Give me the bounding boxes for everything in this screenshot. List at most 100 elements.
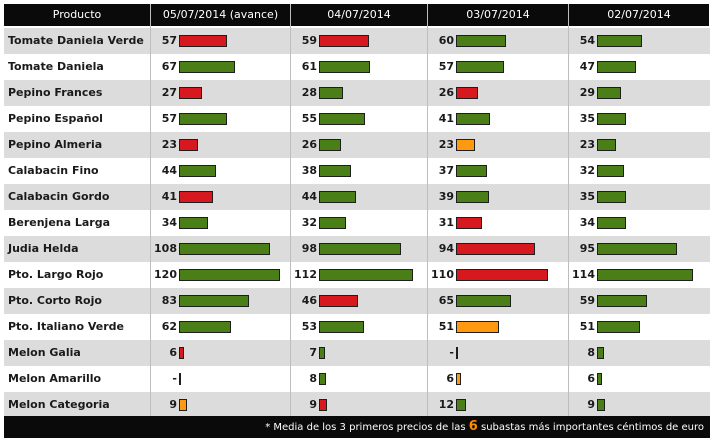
price-bar: [456, 87, 478, 99]
price-bar: [597, 165, 624, 177]
price-value: 114: [572, 268, 595, 281]
price-value: 53: [301, 320, 317, 333]
price-value: 39: [438, 190, 454, 203]
product-name: Pepino Frances: [8, 86, 103, 99]
price-value: 26: [438, 86, 454, 99]
price-value: 23: [161, 138, 177, 151]
price-bar: [597, 191, 626, 203]
price-bar: [179, 295, 249, 307]
price-value: 44: [301, 190, 317, 203]
price-value: 98: [301, 242, 317, 255]
price-bar: [319, 269, 413, 281]
price-bar: [179, 269, 280, 281]
price-bar: [456, 191, 489, 203]
price-bar: [319, 35, 369, 47]
price-value: 34: [161, 216, 177, 229]
product-name: Melon Galia: [8, 346, 81, 359]
price-value: 31: [438, 216, 454, 229]
price-bar: [597, 399, 605, 411]
price-value: 12: [438, 398, 454, 411]
price-value: 46: [301, 294, 317, 307]
product-name: Tomate Daniela: [8, 60, 104, 73]
table-row: Calabacin Fino 44 38 37 32: [4, 158, 710, 184]
table-row: Pto. Italiano Verde 62 53 51 51: [4, 314, 710, 340]
table-row: Melon Amarillo - 8 6 6: [4, 366, 710, 392]
header-date-3: 03/07/2014: [428, 4, 569, 26]
price-value: 108: [154, 242, 177, 255]
table-row: Pepino Almeria 23 26 23 23: [4, 132, 710, 158]
price-value: 8: [309, 372, 317, 385]
product-name: Pto. Italiano Verde: [8, 320, 124, 333]
price-bar: [319, 295, 358, 307]
price-value: 6: [169, 346, 177, 359]
table-row: Judia Helda 108 98 94 95: [4, 236, 710, 262]
price-value: 6: [446, 372, 454, 385]
header-date-4: 02/07/2014: [569, 4, 710, 26]
product-name: Pepino Español: [8, 112, 103, 125]
price-value: 54: [579, 34, 595, 47]
price-value: 112: [294, 268, 317, 281]
price-value: 7: [309, 346, 317, 359]
price-bar: [456, 165, 487, 177]
footer-highlight: 6: [468, 419, 478, 434]
price-value: 61: [301, 60, 317, 73]
price-value: 9: [309, 398, 317, 411]
price-bar: [456, 295, 511, 307]
price-value: 51: [579, 320, 595, 333]
price-bar: [319, 191, 356, 203]
product-name: Calabacin Gordo: [8, 190, 110, 203]
price-bar: [179, 243, 270, 255]
product-name: Pto. Largo Rojo: [8, 268, 104, 281]
price-bar: [597, 61, 636, 73]
price-bar: [319, 87, 343, 99]
header-date-1: 05/07/2014 (avance): [151, 4, 291, 26]
price-bar: [456, 347, 458, 359]
product-name: Judia Helda: [8, 242, 79, 255]
price-value: 62: [161, 320, 177, 333]
table-row: Calabacin Gordo 41 44 39 35: [4, 184, 710, 210]
column-divider: [290, 4, 291, 416]
price-bar: [179, 139, 198, 151]
table-row: Pepino Español 57 55 41 35: [4, 106, 710, 132]
price-bar: [597, 321, 640, 333]
price-bar: [319, 399, 327, 411]
price-bar: [179, 61, 235, 73]
price-value: 9: [169, 398, 177, 411]
price-bar: [179, 321, 231, 333]
price-bar: [597, 217, 626, 229]
price-bar: [179, 191, 213, 203]
footer-text-after: subastas más importantes céntimos de eur…: [477, 422, 704, 433]
price-value: 9: [587, 398, 595, 411]
price-value: -: [449, 346, 454, 359]
column-divider: [150, 4, 151, 416]
price-bar: [319, 217, 346, 229]
price-value: 34: [579, 216, 595, 229]
price-bar: [597, 269, 693, 281]
price-bar: [179, 217, 208, 229]
price-value: 32: [301, 216, 317, 229]
price-bar: [456, 35, 506, 47]
product-name: Berenjena Larga: [8, 216, 111, 229]
price-bar: [179, 87, 202, 99]
product-name: Tomate Daniela Verde: [8, 34, 144, 47]
price-value: 41: [438, 112, 454, 125]
price-bar: [319, 139, 341, 151]
footer-text-before: Media de los 3 primeros precios de las: [270, 422, 469, 433]
product-name: Pto. Corto Rojo: [8, 294, 102, 307]
price-value: 59: [301, 34, 317, 47]
price-value: 26: [301, 138, 317, 151]
table-row: Pto. Corto Rojo 83 46 65 59: [4, 288, 710, 314]
table-row: Berenjena Larga 34 32 31 34: [4, 210, 710, 236]
price-bar: [597, 139, 616, 151]
price-bar: [456, 373, 461, 385]
price-bar: [179, 113, 227, 125]
price-bar: [179, 35, 227, 47]
price-bar: [319, 113, 365, 125]
price-bar: [456, 217, 482, 229]
table-row: Melon Galia 6 7 - 8: [4, 340, 710, 366]
price-value: 41: [161, 190, 177, 203]
price-value: 27: [161, 86, 177, 99]
table-row: Tomate Daniela 67 61 57 47: [4, 54, 710, 80]
price-bar: [179, 399, 187, 411]
